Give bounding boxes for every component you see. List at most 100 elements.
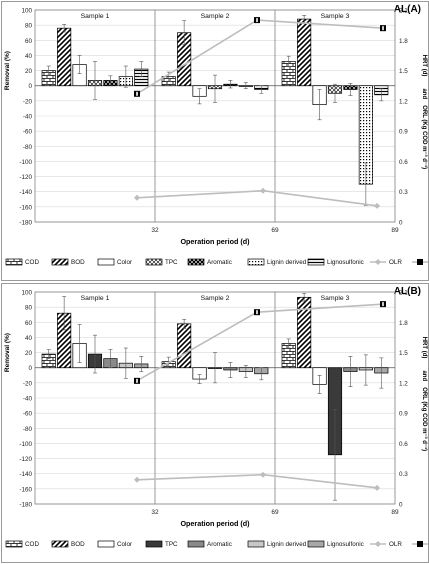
bar bbox=[177, 323, 192, 369]
group-label: Sample 2 bbox=[201, 295, 230, 302]
y-axis-label: Removal (%) bbox=[4, 51, 11, 90]
legend-swatch bbox=[307, 540, 325, 548]
legend-label: Lignosulfonic bbox=[327, 259, 364, 266]
x-tick-label: 32 bbox=[151, 227, 159, 234]
y2-tick-label: 0 bbox=[399, 502, 403, 509]
olr-marker bbox=[260, 187, 266, 194]
legend-label: Aromatic bbox=[207, 259, 232, 266]
hrt-marker-inner bbox=[256, 18, 258, 23]
legend-item: TPC bbox=[145, 258, 178, 266]
y-tick-label: 40 bbox=[25, 53, 33, 60]
series-line bbox=[136, 473, 378, 489]
y-tick-label: 20 bbox=[25, 68, 33, 75]
y-tick-label: 80 bbox=[25, 305, 33, 312]
y-tick-label: -80 bbox=[23, 426, 33, 433]
legend-label: Color bbox=[117, 259, 132, 266]
legend-item: COD bbox=[5, 540, 39, 548]
y2-tick-label: 1.5 bbox=[399, 350, 408, 357]
y-tick-label: -40 bbox=[23, 114, 33, 121]
olr-marker bbox=[134, 194, 140, 201]
x-axis-label: Operation period (d) bbox=[180, 237, 250, 246]
legend-swatch bbox=[5, 258, 23, 266]
legend-item: OLR bbox=[370, 259, 402, 266]
y2-tick-label: 1.2 bbox=[399, 380, 408, 387]
hrt-marker-inner bbox=[136, 378, 138, 383]
legend-label: Color bbox=[117, 541, 132, 548]
y2-axis-label: ORL (Kg COD m⁻³ d⁻¹) bbox=[421, 105, 428, 169]
legend-label: COD bbox=[25, 541, 39, 548]
y2-tick-label: 0.6 bbox=[399, 159, 408, 166]
legend-label: BOD bbox=[71, 259, 85, 266]
y-tick-label: -180 bbox=[19, 220, 32, 227]
y-tick-label: -40 bbox=[23, 396, 33, 403]
y2-axis-label: ORL (Kg COD m⁻³ d⁻¹) bbox=[421, 387, 428, 451]
y2-tick-label: 1.2 bbox=[399, 98, 408, 105]
y-tick-label: -100 bbox=[19, 441, 32, 448]
x-tick-label: 69 bbox=[271, 509, 279, 516]
panel-label: AL(B) bbox=[394, 286, 421, 297]
x-tick-label: 89 bbox=[391, 509, 399, 516]
y-tick-label: 0 bbox=[28, 365, 32, 372]
y-tick-label: 60 bbox=[25, 38, 33, 45]
legend-item: Aromatic bbox=[187, 540, 232, 548]
legend-label: Lignin derived bbox=[267, 259, 307, 266]
legend-swatch bbox=[307, 258, 325, 266]
legend-item: BOD bbox=[51, 540, 85, 548]
y2-tick-label: 2.1 bbox=[399, 8, 408, 15]
y-tick-label: 60 bbox=[25, 320, 33, 327]
y-tick-label: 100 bbox=[21, 8, 32, 15]
legend-label: OLR bbox=[389, 541, 402, 548]
olr-marker bbox=[260, 471, 266, 478]
legend-swatch bbox=[97, 540, 115, 548]
y2-tick-label: 0.6 bbox=[399, 441, 408, 448]
y3-axis-label: HRT (d) bbox=[421, 55, 427, 77]
legend-swatch bbox=[145, 258, 163, 266]
y2-tick-label: 2.1 bbox=[399, 290, 408, 297]
y-tick-label: -60 bbox=[23, 129, 33, 136]
legend-swatch bbox=[51, 540, 69, 548]
y-tick-label: 0 bbox=[28, 83, 32, 90]
group-label: Sample 1 bbox=[81, 295, 110, 302]
legend-label: COD bbox=[25, 259, 39, 266]
y2-tick-label: 0.3 bbox=[399, 189, 408, 196]
bar bbox=[57, 27, 72, 87]
y2-tick-label: 0.9 bbox=[399, 129, 408, 136]
x-tick-label: 32 bbox=[151, 509, 159, 516]
y2-tick-label: 0 bbox=[399, 220, 403, 227]
y2-tick-label: 1.8 bbox=[399, 320, 408, 327]
bar bbox=[297, 18, 312, 87]
y3-axis-label: HRT (d) bbox=[421, 337, 427, 359]
chart-svg: AL(B) 100 80 60 40 20 0 -20 -40 -60 -80 -100 -120 -14… bbox=[4, 286, 428, 548]
plot-frame bbox=[34, 291, 396, 505]
legend-item: Aromatic bbox=[187, 258, 232, 266]
legend-item: Color bbox=[97, 540, 132, 548]
legend-swatch bbox=[97, 258, 115, 266]
y-tick-label: -180 bbox=[19, 502, 32, 509]
legend-marker bbox=[375, 541, 381, 547]
legend-label: OLR bbox=[389, 259, 402, 266]
legend-marker bbox=[417, 541, 423, 547]
y-tick-label: 100 bbox=[21, 290, 32, 297]
y-tick-label: -140 bbox=[19, 189, 32, 196]
hrt-marker-inner bbox=[256, 310, 258, 315]
y-tick-label: 80 bbox=[25, 23, 33, 30]
panel-b: AL(B) 100 80 60 40 20 0 -20 -40 -60 -80 -100 -120 -14… bbox=[0, 282, 429, 564]
legend-label: TPC bbox=[165, 259, 178, 266]
legend-swatch bbox=[187, 258, 205, 266]
olr-marker bbox=[374, 202, 380, 209]
legend-label: BOD bbox=[71, 541, 85, 548]
y-tick-label: -160 bbox=[19, 204, 32, 211]
legend-marker bbox=[417, 259, 423, 265]
y2-tick-label: 1.8 bbox=[399, 38, 408, 45]
group-label: Sample 1 bbox=[81, 13, 110, 20]
y-tick-label: -20 bbox=[23, 98, 33, 105]
group-label: Sample 3 bbox=[321, 13, 350, 20]
legend-label: Lignosulfonic bbox=[327, 541, 364, 548]
legend-item: COD bbox=[5, 258, 39, 266]
olr-marker bbox=[134, 476, 140, 483]
legend-item: Lignin derived bbox=[247, 258, 307, 266]
y-tick-label: -60 bbox=[23, 411, 33, 418]
legend-item: BOD bbox=[51, 258, 85, 266]
legend-item: Color bbox=[97, 258, 132, 266]
x-axis-label: Operation period (d) bbox=[180, 519, 250, 528]
